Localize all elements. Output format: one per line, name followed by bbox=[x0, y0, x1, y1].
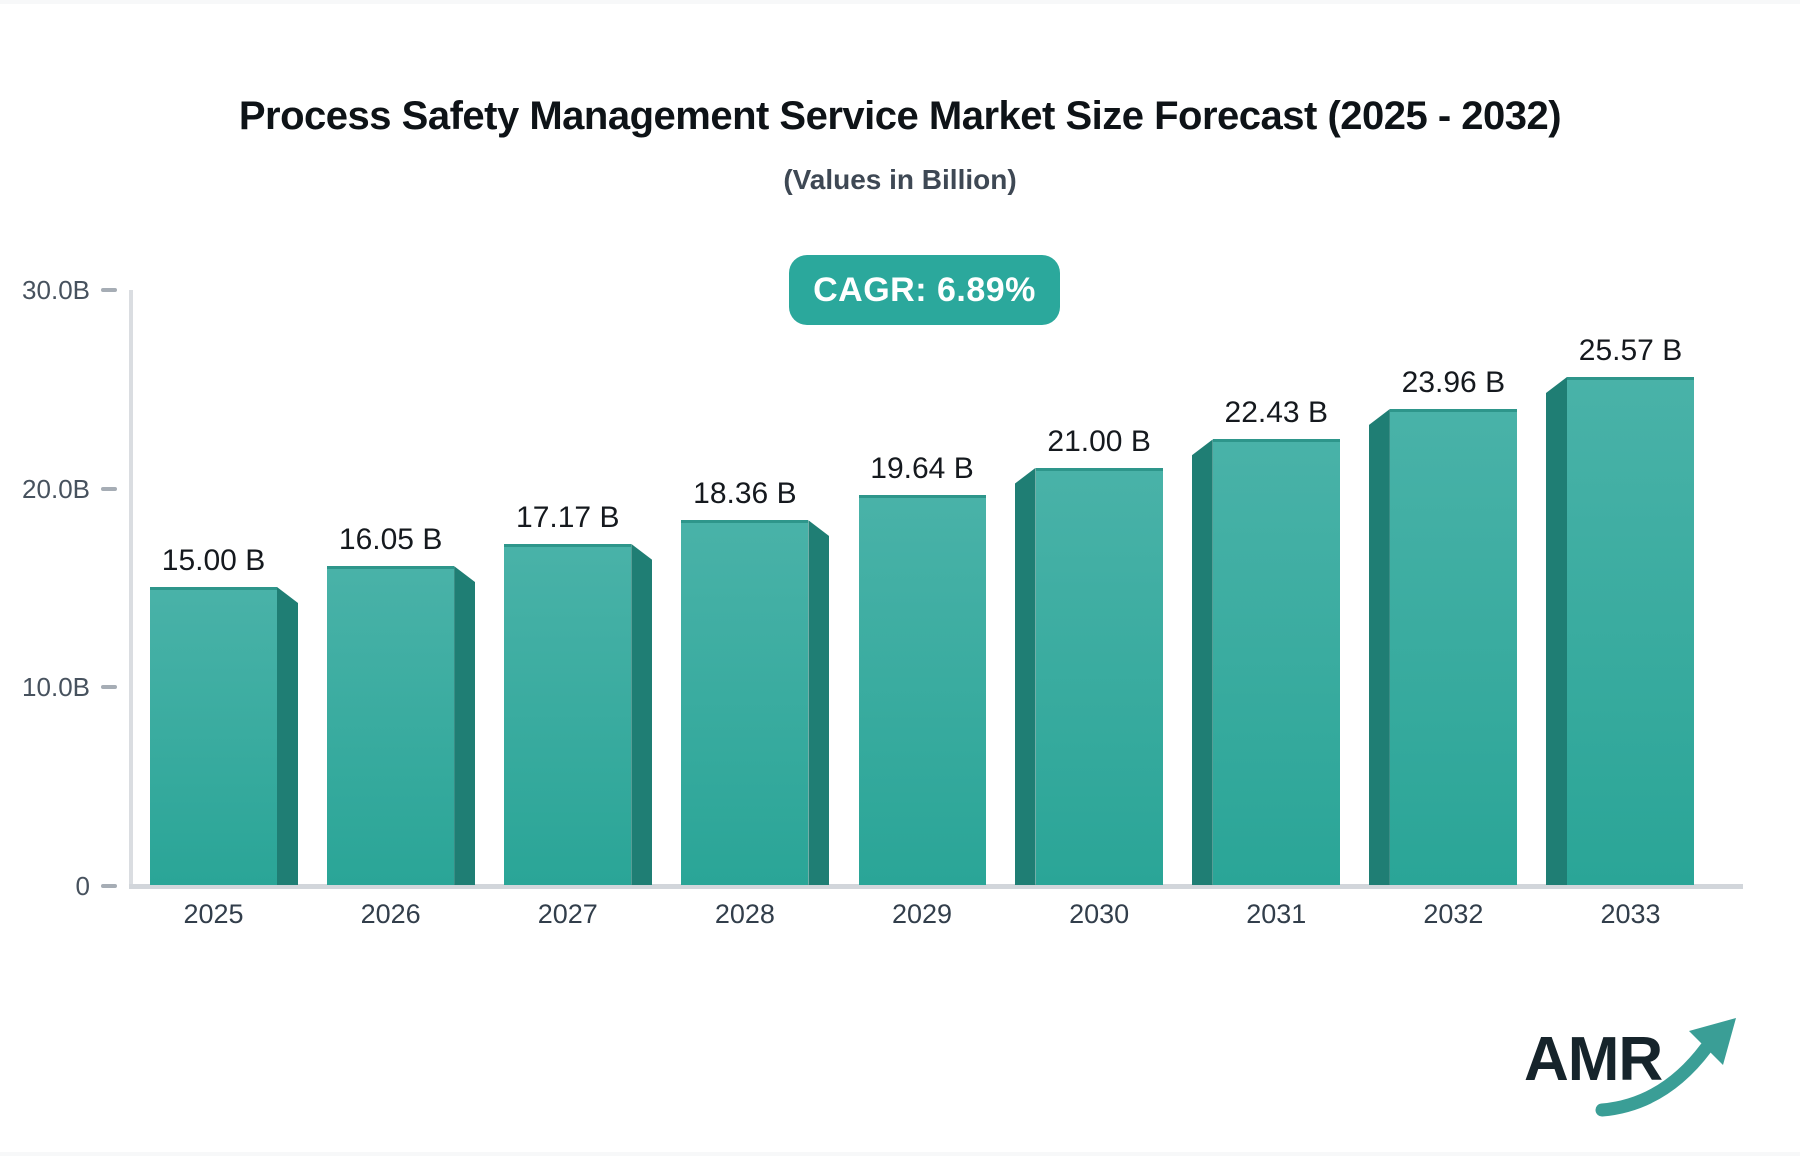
x-axis-year-label: 2025 bbox=[183, 899, 244, 929]
y-axis-line bbox=[129, 290, 133, 887]
bar bbox=[1035, 467, 1163, 885]
x-axis-year-label: 2029 bbox=[891, 899, 953, 929]
bar bbox=[858, 494, 986, 885]
bar-value-label: 19.64 B bbox=[870, 451, 974, 485]
y-tick-dash bbox=[101, 288, 117, 292]
bottom-edge-strip bbox=[0, 1152, 1800, 1156]
y-tick-label: 20.0B bbox=[22, 473, 90, 504]
y-tick-label: 0 bbox=[75, 871, 90, 901]
growth-arrow-icon bbox=[1595, 1018, 1736, 1117]
bar-side-face bbox=[808, 520, 830, 885]
top-edge-strip bbox=[0, 0, 1800, 4]
cagr-badge-label: CAGR: 6.89% bbox=[813, 270, 1036, 309]
amr-logo-text: AMR bbox=[1524, 1025, 1663, 1094]
bar-side-face bbox=[1546, 377, 1567, 885]
x-axis-year-label: 2030 bbox=[1069, 899, 1130, 929]
x-axis-line bbox=[129, 884, 1743, 889]
x-axis-year-label: 2028 bbox=[714, 899, 775, 929]
chart-title: Process Safety Management Service Market… bbox=[238, 94, 1562, 138]
amr-logo: AMR bbox=[1524, 1018, 1784, 1144]
x-axis-year-label: 2032 bbox=[1423, 899, 1484, 929]
bar bbox=[1212, 439, 1340, 885]
bar-value-label: 23.96 B bbox=[1401, 365, 1506, 399]
bar-side-face bbox=[1014, 467, 1036, 885]
y-tick-dash bbox=[101, 486, 117, 491]
bar-side-face bbox=[631, 543, 653, 885]
bar-side-face bbox=[454, 566, 476, 885]
bar-value-label: 17.17 B bbox=[516, 500, 620, 534]
bar-side-face bbox=[1191, 439, 1213, 885]
bar bbox=[1389, 408, 1517, 885]
bar bbox=[327, 566, 455, 885]
bar-value-label: 22.43 B bbox=[1224, 396, 1328, 430]
bar bbox=[150, 587, 277, 885]
x-axis-year-label: 2033 bbox=[1600, 899, 1661, 929]
bar-side-face bbox=[277, 587, 298, 885]
x-axis-year-label: 2026 bbox=[360, 899, 421, 929]
y-tick-label: 10.0B bbox=[22, 672, 90, 703]
bar-value-label: 18.36 B bbox=[693, 477, 797, 511]
bar-value-label: 15.00 B bbox=[161, 544, 266, 577]
bar bbox=[681, 520, 809, 885]
bar-side-face bbox=[1368, 408, 1390, 885]
bar bbox=[1567, 377, 1694, 885]
x-axis-year-label: 2027 bbox=[537, 899, 598, 929]
chart-subtitle: (Values in Billion) bbox=[783, 164, 1017, 195]
bar-value-label: 25.57 B bbox=[1578, 334, 1683, 367]
bar-value-label: 21.00 B bbox=[1047, 424, 1151, 458]
y-tick-dash bbox=[101, 884, 117, 888]
bar bbox=[504, 543, 632, 885]
bar-value-label: 16.05 B bbox=[338, 523, 443, 557]
y-tick-dash bbox=[101, 685, 117, 690]
y-tick-label: 30.0B bbox=[22, 275, 90, 305]
x-axis-year-label: 2031 bbox=[1246, 899, 1307, 929]
cagr-badge: CAGR: 6.89% bbox=[789, 255, 1060, 325]
